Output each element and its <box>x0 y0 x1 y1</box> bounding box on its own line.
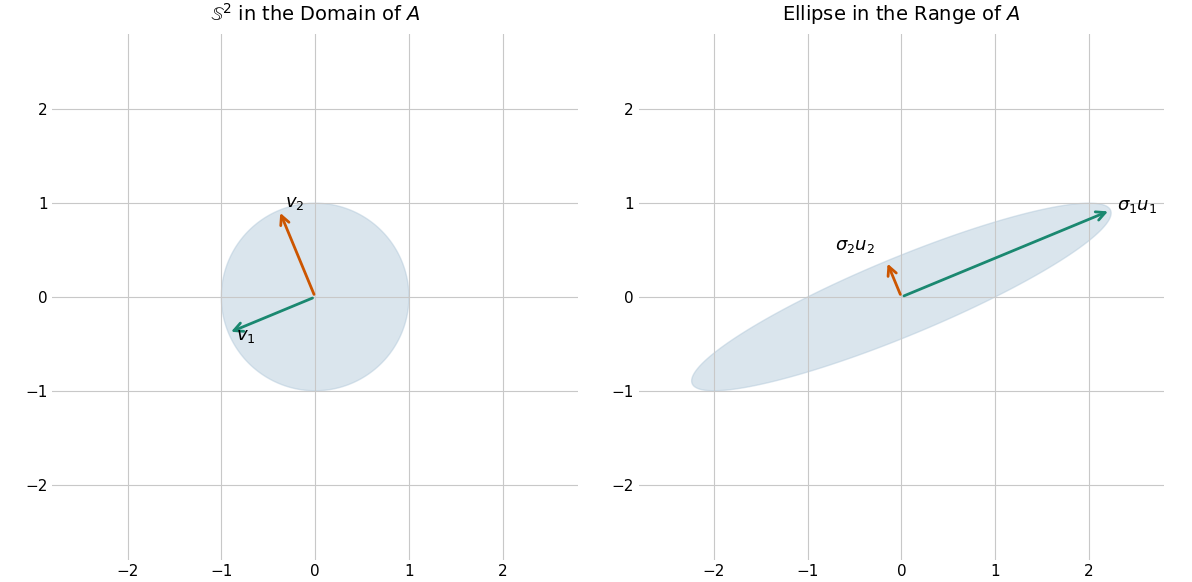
Polygon shape <box>222 203 409 391</box>
Title: Ellipse in the Range of $A$: Ellipse in the Range of $A$ <box>782 3 1020 26</box>
Text: $v_2$: $v_2$ <box>285 194 304 212</box>
Text: $\sigma_2 u_2$: $\sigma_2 u_2$ <box>834 237 875 255</box>
Title: $\mathbb{S}^2$ in the Domain of $A$: $\mathbb{S}^2$ in the Domain of $A$ <box>210 2 421 24</box>
Polygon shape <box>691 203 1111 391</box>
Text: $\sigma_1 u_1$: $\sigma_1 u_1$ <box>1117 197 1157 215</box>
Text: $v_1$: $v_1$ <box>236 327 255 345</box>
